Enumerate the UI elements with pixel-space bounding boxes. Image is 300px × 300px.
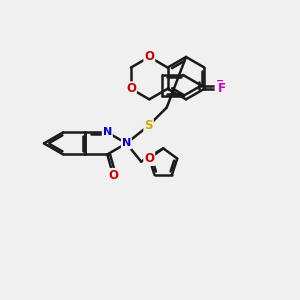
Text: O: O — [144, 152, 154, 165]
Text: F: F — [218, 82, 226, 95]
Text: N: N — [103, 127, 112, 137]
Text: O: O — [144, 50, 154, 64]
Text: S: S — [144, 119, 153, 132]
Text: O: O — [108, 169, 118, 182]
Text: N: N — [122, 138, 131, 148]
Text: F: F — [216, 79, 224, 92]
Text: O: O — [126, 82, 136, 95]
